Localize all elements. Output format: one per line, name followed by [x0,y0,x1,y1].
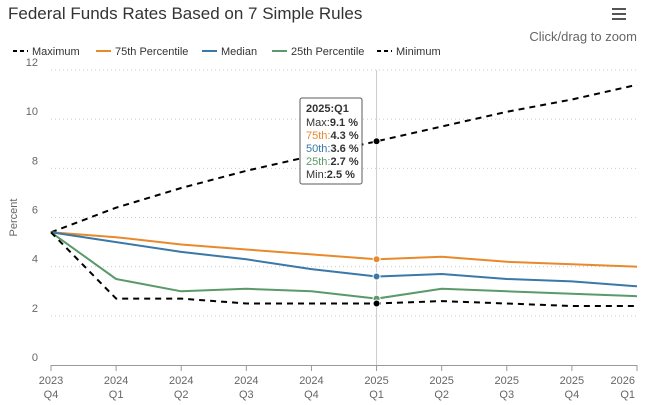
tooltip-header: 2025:Q1 [306,103,349,115]
tooltip-row: 75th:4.3 % [306,130,359,142]
tooltip-row: Min:2.5 % [306,169,355,181]
x-tick-label: Q3 [499,389,514,401]
x-tick-label: 2025 [560,375,584,387]
tooltip-row: Max:9.1 % [306,117,358,129]
series-line-25th-percentile [50,231,638,300]
y-tick-label: 12 [26,57,38,69]
y-tick-label: 8 [32,155,38,167]
x-tick-label: 2023 [39,375,63,387]
tooltip: 2025:Q1 Max:9.1 %75th:4.3 %50th:3.6 %25th… [299,97,363,185]
tooltip-row-value: 2.5 % [327,169,355,181]
x-tick-label: 2024 [104,375,128,387]
tooltip-row-value: 9.1 % [330,117,358,129]
data-point-minimum[interactable] [372,299,381,308]
x-tick-label: Q4 [44,389,59,401]
x-tick-label: Q4 [304,389,319,401]
tooltip-row-value: 2.7 % [330,156,358,168]
y-axis: 0 2 4 6 8 10 12 Percent [8,57,38,364]
y-tick-label: 10 [26,106,38,118]
tooltip-row-label: 25th: [306,156,330,168]
x-tick-label: Q1 [369,389,384,401]
x-tick-label: Q2 [434,389,449,401]
tooltip-box [299,97,363,185]
grid [51,69,637,365]
tooltip-row-label: 50th: [306,143,330,155]
tooltip-row-value: 4.3 % [330,130,358,142]
legend-item-median[interactable]: Median [221,46,257,58]
zoom-hint: Click/drag to zoom [529,29,637,44]
x-tick-label: Q2 [174,389,189,401]
y-tick-label: 2 [32,303,38,315]
legend-item-25th-percentile[interactable]: 25th Percentile [291,46,364,58]
x-tick-label: 2025 [495,375,519,387]
data-point-maximum[interactable] [372,137,381,146]
series-line-maximum [50,83,638,234]
x-tick-label: 2025 [429,375,453,387]
legend: Maximum 75th Percentile Median 25th Percent… [13,46,441,58]
series-line-minimum [50,231,637,307]
x-tick-label: 2025 [364,375,388,387]
tooltip-row-label: Min: [306,169,327,181]
x-tick-label: 2026 [611,375,635,387]
data-point-median[interactable] [372,272,381,281]
data-point-75th-percentile[interactable] [372,255,381,264]
tooltip-row-label: 75th: [306,130,330,142]
y-tick-label: 6 [32,205,38,217]
x-tick-label: 2024 [299,375,323,387]
x-tick-label: Q4 [565,389,580,401]
x-tick-label: Q3 [239,389,254,401]
menu-icon[interactable] [606,4,632,24]
x-tick-label: 2024 [234,375,258,387]
legend-item-minimum[interactable]: Minimum [396,46,441,58]
x-tick-label: Q1 [620,389,635,401]
series-line-median [50,231,638,288]
y-tick-label: 0 [32,352,38,364]
x-tick-label: Q1 [109,389,124,401]
tooltip-row: 50th:3.6 % [306,143,359,155]
series-line-75th-percentile [50,231,638,268]
y-axis-label: Percent [8,199,20,237]
x-tick-label: 2024 [169,375,193,387]
series-group [50,83,638,308]
tooltip-row: 25th:2.7 % [306,156,359,168]
legend-item-maximum[interactable]: Maximum [32,46,80,58]
tooltip-row-label: Max: [306,117,330,129]
tooltip-row-value: 3.6 % [330,143,358,155]
legend-item-75th-percentile[interactable]: 75th Percentile [115,46,188,58]
chart-title: Federal Funds Rates Based on 7 Simple Ru… [8,4,362,23]
y-tick-label: 4 [32,254,38,266]
x-axis: 2023 Q4 2024 Q1 2024 Q2 2024 Q3 2024 Q4 2025 Q1 2025… [39,365,638,401]
